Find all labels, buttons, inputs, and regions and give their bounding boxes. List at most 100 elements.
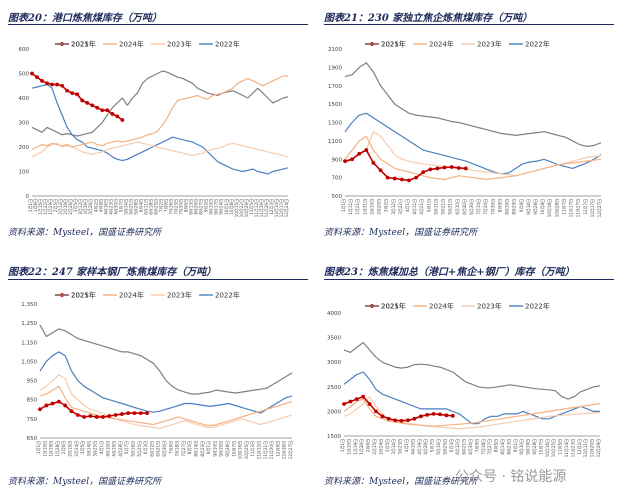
legend-label: 2024年	[429, 302, 454, 311]
xtick-label: 6月18日	[148, 199, 153, 215]
ytick-label: 0	[26, 194, 30, 200]
data-point	[30, 71, 34, 76]
xtick-label: 12月9日	[275, 441, 280, 457]
xtick-label: 6月4日	[138, 199, 143, 212]
xtick-label: 3月14日	[86, 441, 91, 457]
xtick-label: 8月19日	[505, 199, 510, 215]
xtick-label: 9月19日	[219, 441, 224, 457]
data-point	[463, 166, 468, 171]
xtick-label: 11月19日	[259, 199, 264, 217]
data-point	[435, 166, 440, 171]
xtick-label: 10月25日	[551, 439, 556, 457]
xtick-label: 12月11日	[583, 439, 588, 457]
ytick-label: 1900	[328, 65, 342, 71]
xtick-label: 10月16日	[238, 441, 243, 459]
xtick-label: 9月1日	[206, 441, 211, 454]
xtick-label: 3月12日	[391, 199, 396, 215]
data-point	[412, 416, 417, 421]
xtick-label: 12月17日	[590, 199, 595, 217]
xtick-label: 12月29日	[596, 439, 601, 457]
xtick-label: 1月29日	[48, 199, 53, 215]
data-point	[357, 151, 362, 156]
xtick-label: 6月3日	[449, 439, 454, 452]
xtick-label: 1月28日	[359, 439, 364, 455]
data-point	[386, 416, 391, 421]
series-line-2022年	[39, 351, 293, 414]
series-line-2022年	[344, 112, 602, 175]
title-rule-3	[8, 279, 308, 280]
xtick-label: 5月28日	[133, 199, 138, 215]
title-rule-2	[324, 24, 614, 25]
data-point	[65, 88, 70, 93]
data-point	[110, 112, 115, 116]
data-point	[399, 177, 404, 182]
data-point	[399, 418, 404, 423]
data-point	[63, 403, 68, 408]
data-point	[107, 414, 112, 418]
xtick-label: 5月25日	[442, 439, 447, 455]
legend-label: 2021年	[71, 291, 96, 300]
xtick-label: 7月2日	[159, 199, 164, 212]
legend-label: 2022年	[525, 40, 550, 49]
legend-label: 2022年	[525, 302, 550, 311]
xtick-label: 7月27日	[487, 439, 492, 455]
xtick-label: 6月30日	[468, 439, 473, 455]
xtick-label: 4月23日	[108, 199, 113, 215]
xtick-label: 6月12日	[149, 441, 154, 457]
xtick-label: 11月17日	[569, 199, 574, 217]
xtick-label: 9月24日	[219, 199, 224, 215]
ytick-label: 300	[19, 121, 30, 127]
xtick-label: 6月11日	[143, 199, 148, 215]
legend-label: 2024年	[119, 40, 144, 49]
ytick-label: 1,050	[21, 359, 37, 365]
data-point	[38, 407, 42, 412]
xtick-label: 8月5日	[494, 439, 499, 452]
xtick-label: 10月7日	[538, 439, 543, 455]
xtick-label: 10月7日	[231, 441, 236, 457]
xtick-label: 4月1日	[99, 441, 104, 454]
xtick-label: 5月11日	[433, 199, 438, 215]
xtick-label: 3月5日	[73, 199, 78, 212]
data-point	[82, 415, 86, 419]
xtick-label: 10月15日	[234, 199, 239, 217]
data-point	[60, 83, 65, 88]
xtick-label: 12月17日	[279, 199, 284, 217]
xtick-label: 6月20日	[462, 199, 467, 215]
legend-label: 2025年	[381, 302, 406, 311]
xtick-label: 3月2日	[384, 199, 389, 212]
data-point	[126, 411, 131, 416]
data-point	[449, 165, 454, 169]
xtick-label: 5月7日	[430, 439, 435, 452]
xtick-label: 2月10日	[369, 199, 374, 215]
xtick-label: 9月10日	[209, 199, 214, 215]
xtick-label: 2月6日	[61, 441, 66, 454]
xtick-label: 11月30日	[269, 441, 274, 459]
xtick-label: 7月9日	[474, 439, 479, 452]
xtick-label: 10月25日	[244, 441, 249, 459]
data-point	[90, 103, 95, 108]
xtick-label: 3月14日	[391, 439, 396, 455]
xtick-label: 5月1日	[426, 199, 431, 212]
legend-label: 2023年	[167, 291, 192, 300]
xtick-label: 5月21日	[441, 199, 446, 215]
data-point	[367, 402, 372, 406]
data-point	[80, 98, 85, 103]
xtick-label: 4月21日	[419, 199, 424, 215]
data-point	[350, 157, 355, 162]
xtick-label: 12月24日	[284, 199, 289, 217]
series-line-2023年	[39, 374, 293, 429]
xtick-label: 8月9日	[497, 199, 502, 212]
xtick-label: 10月1日	[224, 199, 229, 215]
xtick-label: 10月8日	[540, 199, 545, 215]
ytick-label: 1,150	[21, 340, 37, 346]
legend-label: 2024年	[429, 40, 454, 49]
xtick-label: 4月1日	[405, 199, 410, 212]
data-point	[431, 411, 436, 416]
series-line-2021年	[343, 341, 601, 400]
xtick-label: 7月20日	[483, 199, 488, 215]
data-point	[456, 166, 461, 170]
xtick-label: 5月16日	[436, 439, 441, 455]
ytick-label: 1500	[328, 102, 342, 108]
data-point	[69, 409, 74, 414]
xtick-label: 1月1日	[28, 199, 33, 212]
